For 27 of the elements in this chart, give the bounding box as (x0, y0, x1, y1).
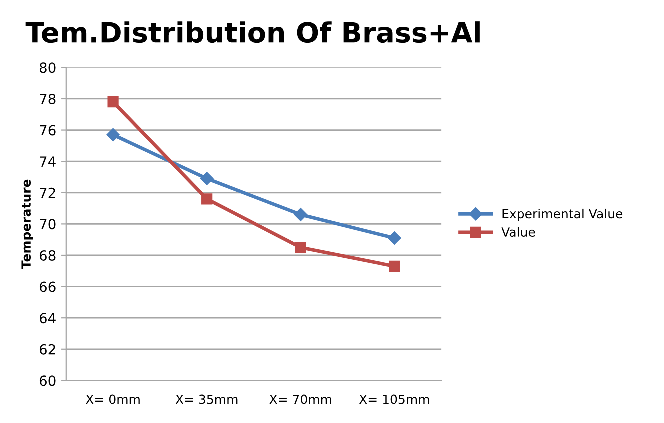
point (388, 232, 402, 245)
y-tick-label: 78 (40, 94, 56, 104)
y-tick-label: 72 (40, 188, 56, 198)
point (294, 208, 308, 222)
y-axis-title: Temperature (22, 180, 34, 270)
point (106, 128, 120, 142)
x-tick-label: X= 105mm (359, 394, 430, 404)
y-tick-label: 76 (40, 125, 56, 136)
legend-label: Value (502, 227, 536, 237)
point (202, 194, 213, 205)
y-tick-label: 64 (40, 313, 56, 324)
x-tick-label: X= 0mm (86, 394, 140, 404)
x-tick-label: X= 70mm (270, 394, 332, 404)
point (389, 260, 400, 272)
y-tick-label: 68 (40, 250, 56, 261)
y-tick-label: 74 (40, 156, 56, 167)
y-tick-label: 80 (40, 62, 56, 74)
y-tick-label: 60 (40, 376, 56, 386)
point (200, 172, 214, 186)
y-tick-label: 70 (40, 219, 56, 230)
point (295, 242, 306, 254)
y-tick-label: 62 (40, 344, 56, 355)
point (108, 96, 119, 108)
x-tick-label: X= 35mm (176, 394, 238, 404)
y-tick-label: 66 (40, 282, 56, 292)
chart-title: Tem.Distribution Of Brass+Al (26, 22, 480, 44)
legend-label: Experimental Value (502, 208, 623, 222)
